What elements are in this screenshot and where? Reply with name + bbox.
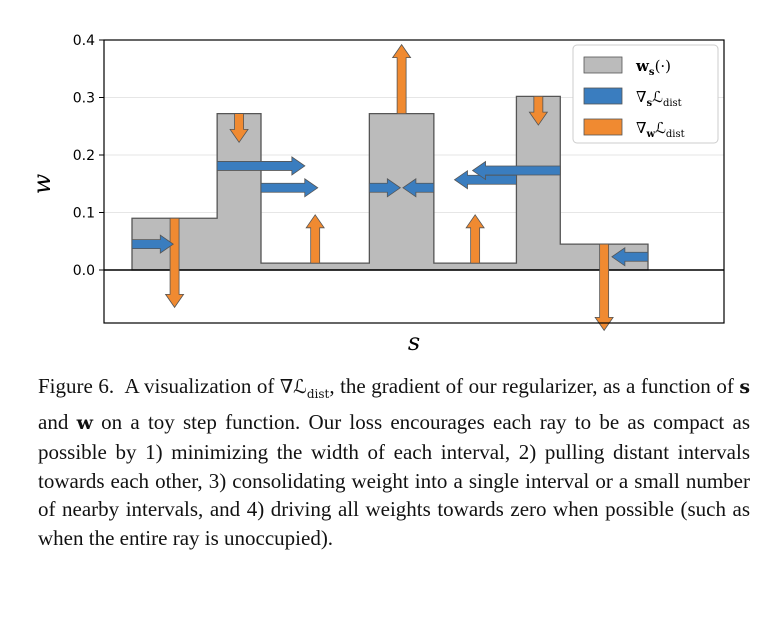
y-tick-label-2: 0.2	[73, 148, 95, 164]
caption-text-3: and	[38, 410, 69, 435]
y-tick-label-3: 0.3	[73, 91, 95, 107]
s-gradient-arrow-3	[368, 178, 402, 198]
y-axis-ticks: 0.0 0.1 0.2 0.3 0.4	[73, 33, 104, 279]
s-gradient-arrow-0	[131, 234, 174, 254]
legend-swatch-0	[583, 56, 623, 74]
y-tick-label-1: 0.1	[73, 206, 95, 222]
legend-label-2: ∇wℒdist	[636, 119, 685, 140]
caption-label: Figure 6.	[38, 374, 115, 398]
s-gradient-arrow-7	[611, 247, 649, 267]
w-gradient-arrow-3	[391, 43, 412, 114]
w-gradient-arrow-6	[594, 243, 614, 332]
figure-caption: Figure 6. A visualization of ∇ℒdist, the…	[38, 372, 750, 552]
step-function-chart: 0.0 0.1 0.2 0.3 0.4 w s ws(·) ∇sℒdist ∇wℒdist	[28, 33, 725, 356]
legend-swatch-1	[583, 87, 623, 105]
s-gradient-arrows	[131, 156, 649, 267]
caption-var-s: s	[739, 376, 751, 398]
caption-text-2: , the gradient of our regularizer, as a …	[329, 374, 734, 398]
y-axis-label: w	[28, 173, 56, 194]
w-gradient-arrow-5	[528, 95, 549, 126]
legend-label-0: ws(·)	[635, 57, 671, 78]
caption-text-1: A visualization of	[124, 374, 275, 398]
legend-swatch-2	[583, 118, 623, 136]
s-gradient-arrow-4	[402, 178, 435, 198]
s-gradient-arrow-1	[216, 156, 306, 176]
w-gradient-arrow-1	[229, 113, 249, 144]
y-tick-label-4: 0.4	[73, 33, 95, 49]
w-gradient-arrows	[164, 43, 614, 332]
caption-math-symbol: ∇ℒdist	[279, 376, 330, 401]
w-gradient-arrow-0	[164, 217, 185, 309]
s-gradient-arrow-6	[471, 160, 561, 181]
caption-var-w: w	[76, 412, 93, 435]
legend-label-1: ∇sℒdist	[636, 88, 682, 109]
caption-text-4: on a toy step function. Our loss encoura…	[38, 410, 750, 550]
s-gradient-arrow-2	[260, 178, 319, 198]
y-tick-label-0: 0.0	[73, 263, 95, 279]
plot-frame	[103, 39, 725, 324]
x-axis-label: s	[408, 328, 420, 356]
legend: ws(·) ∇sℒdist ∇wℒdist	[572, 44, 719, 144]
w-gradient-arrow-4	[465, 214, 485, 264]
w-gradient-arrow-2	[305, 214, 325, 264]
